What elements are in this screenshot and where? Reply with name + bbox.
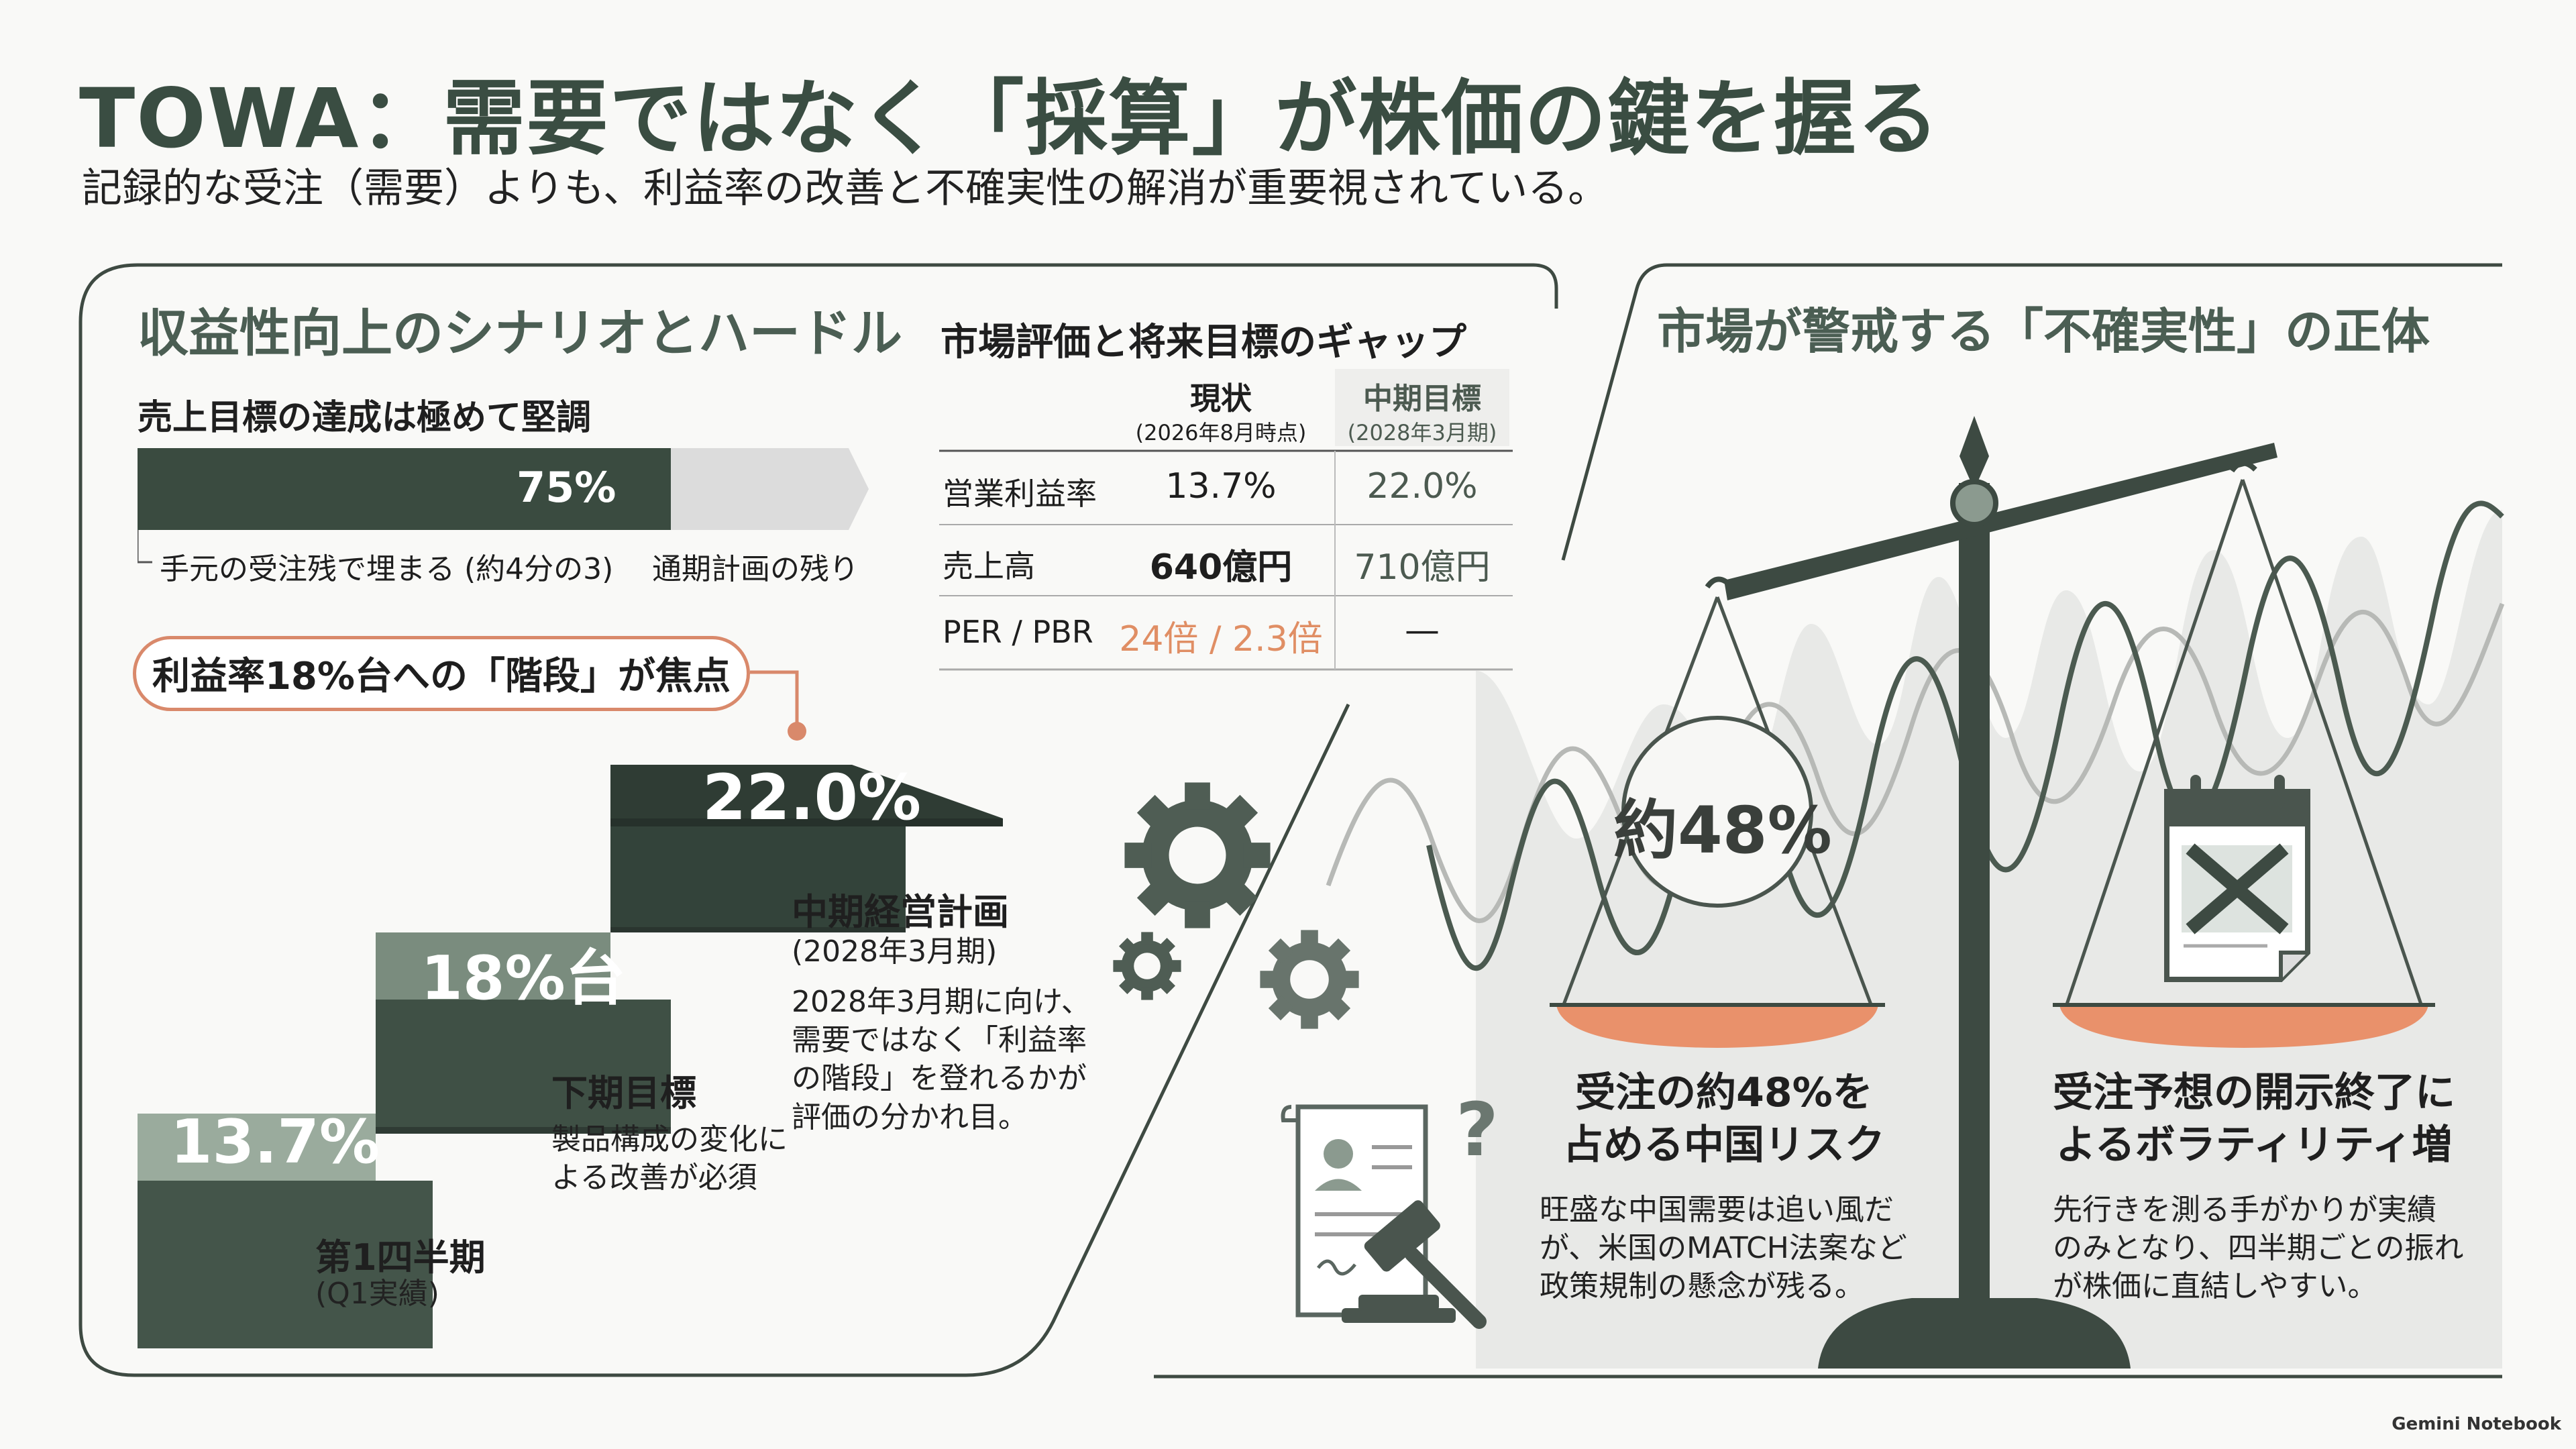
step-top-22-face [610, 826, 906, 927]
callout-connector [750, 670, 806, 741]
step-top-desc-line: 需要ではなく「利益率 [792, 1023, 1087, 1058]
step-bottom-title: 第1四半期 [315, 1236, 486, 1279]
step-top-22-surface [610, 765, 1003, 818]
progress-label: 75% [517, 463, 616, 512]
profit-staircase [138, 765, 1003, 1348]
progress-filled-caption: 手元の受注残で埋まる (約4分の3) [160, 552, 614, 586]
risk2-title: 受注予想の開示終了に よるボラティリティ増 [2026, 1067, 2482, 1171]
col-target-subheader: (2028年3月期) [1347, 420, 1497, 445]
row-target-operating-margin: 22.0% [1366, 466, 1478, 506]
left-pan-badge-circle [1621, 716, 1813, 908]
gavel-icon [1342, 1200, 1487, 1329]
sales-progress-bar [138, 448, 869, 564]
right-pan [2059, 1005, 2428, 1048]
step-middle-value: 18%台 [421, 943, 626, 1014]
row-target-sales: 710億円 [1354, 547, 1491, 588]
risk1-title-line: 受注の約48%を [1575, 1069, 1873, 1116]
gap-table-title: 市場評価と将来目標のギャップ [941, 321, 1466, 364]
step-middle-desc-line: 製品構成の変化に [551, 1122, 788, 1157]
sales-heading: 売上目標の達成は極めて堅調 [138, 398, 592, 438]
brand-label: Gemini Notebook [2392, 1414, 2561, 1434]
page-subtitle: 記録的な受注（需要）よりも、利益率の改善と不確実性の解消が重要視されている。 [82, 165, 1609, 212]
risk2-desc: 先行きを測る手がかりが実績 のみとなり、四半期ごとの振れ が株価に直結しやすい。 [2053, 1191, 2463, 1306]
col-target-header: 中期目標 [1363, 382, 1481, 416]
col-current-subheader: (2026年8月時点) [1135, 420, 1307, 445]
step-top-desc-line: の階段」を登れるかが [792, 1061, 1087, 1096]
right-section-title: 市場が警戒する「不確実性」の正体 [1657, 303, 2430, 360]
risk1-desc-line: が、米国のMATCH法案など [1540, 1231, 1907, 1266]
progress-filled [138, 448, 671, 530]
step-top-desc-line: 2028年3月期に向け、 [792, 985, 1091, 1019]
step-bottom-13-surface [138, 1114, 376, 1181]
left-section-title: 収益性向上のシナリオとハードル [138, 303, 902, 363]
risk2-desc-line: 先行きを測る手がかりが実績 [2053, 1193, 2436, 1227]
row-current-operating-margin: 13.7% [1165, 466, 1277, 506]
row-current-per-pbr: 24倍 / 2.3倍 [1119, 619, 1323, 659]
question-icon: ? [1456, 1087, 1499, 1173]
risk1-title-line: 占める中国リスク [1563, 1122, 1885, 1169]
step-top-sub: (2028年3月期) [792, 934, 998, 969]
page-title: TOWA：需要ではなく「採算」が株価の鍵を握る [79, 71, 1941, 166]
step-middle-title: 下期目標 [551, 1072, 696, 1114]
risk1-desc-line: 政策規制の懸念が残る。 [1540, 1269, 1864, 1304]
row-label-per-pbr: PER / PBR [943, 614, 1093, 650]
row-target-per-pbr: — [1405, 610, 1440, 651]
profit-stairs-callout: 利益率18%台への「階段」が焦点 [133, 636, 750, 711]
step-middle-desc-line: よる改善が必須 [551, 1161, 757, 1195]
step-bottom-value: 13.7% [170, 1107, 380, 1177]
risk2-desc-line: のみとなり、四半期ごとの振れ [2053, 1231, 2464, 1266]
step-bottom-sub: (Q1実績) [315, 1277, 439, 1311]
progress-arrow-tip [849, 448, 869, 530]
left-pan [1556, 1005, 1878, 1048]
risk2-desc-line: が株価に直結しやすい。 [2053, 1269, 2377, 1304]
risk2-title-line: 受注予想の開示終了に [2053, 1069, 2455, 1116]
row-label-operating-margin: 営業利益率 [943, 476, 1097, 512]
target-column-bg [1335, 369, 1509, 446]
progress-remaining-caption: 通期計画の残り [652, 552, 859, 586]
scale-icon [1550, 416, 2435, 1368]
step-top-title: 中期経営計画 [792, 891, 1009, 933]
risk2-title-line: よるボラティリティ増 [2055, 1122, 2453, 1169]
col-current-header: 現状 [1190, 380, 1252, 417]
left-pan-badge: 約48% [1613, 793, 1832, 868]
step-middle-desc: 製品構成の変化に よる改善が必須 [551, 1120, 788, 1197]
step-top-desc: 2028年3月期に向け、 需要ではなく「利益率 の階段」を登れるかが 評価の分か… [792, 983, 1091, 1136]
row-label-sales: 売上高 [943, 548, 1035, 584]
step-middle-18-face [376, 1000, 671, 1127]
progress-bracket [138, 530, 152, 564]
document-icon [1281, 1104, 1487, 1329]
risk1-desc-line: 旺盛な中国需要は追い風だ [1540, 1193, 1894, 1227]
step-top-value: 22.0% [702, 761, 922, 835]
step-top-desc-line: 評価の分かれ目。 [792, 1099, 1028, 1134]
risk1-desc: 旺盛な中国需要は追い風だ が、米国のMATCH法案など 政策規制の懸念が残る。 [1540, 1191, 1907, 1306]
step-middle-18-surface [376, 932, 610, 1000]
calendar-cancel-icon [2164, 775, 2310, 982]
step-bottom-13-face [138, 1181, 433, 1348]
gap-table-grid [939, 449, 1513, 671]
row-current-sales: 640億円 [1149, 547, 1293, 588]
gear-icon [1113, 782, 1359, 1029]
risk1-title: 受注の約48%を 占める中国リスク [1523, 1067, 1925, 1171]
